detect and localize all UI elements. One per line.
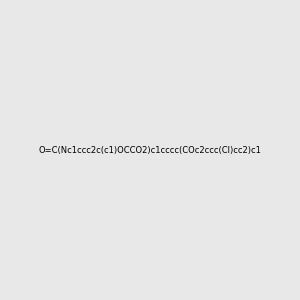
Text: O=C(Nc1ccc2c(c1)OCCO2)c1cccc(COc2ccc(Cl)cc2)c1: O=C(Nc1ccc2c(c1)OCCO2)c1cccc(COc2ccc(Cl)… xyxy=(39,146,261,154)
